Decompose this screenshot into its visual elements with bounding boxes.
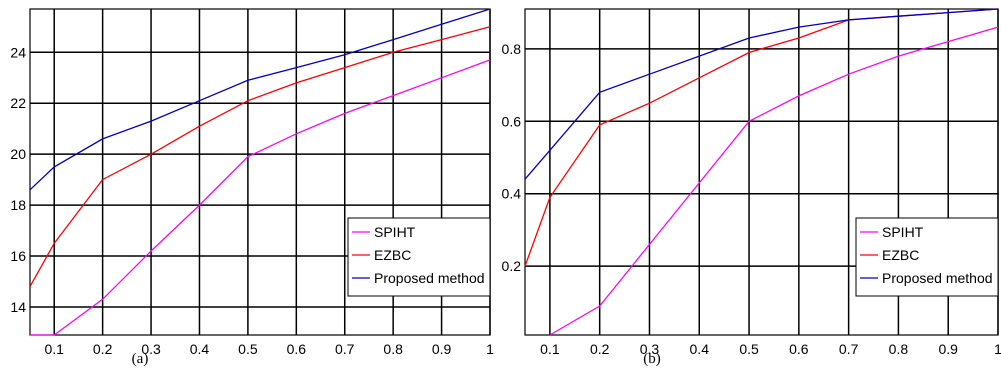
chart-a-ytick-20: 20 [10,146,26,162]
chart-a-axes-frame [29,8,491,336]
chart-b-xtick-1: 1 [994,341,1001,357]
chart-b-ytick-0.4: 0.4 [502,186,522,202]
chart-a-xtick-0.5: 0.5 [238,341,258,357]
chart-b-axes-frame [524,8,999,336]
chart-b-ytick-0.6: 0.6 [502,113,522,129]
chart-b-legend-box [855,217,999,297]
chart-b-series-spiht [549,26,999,336]
chart-a-ytick-24: 24 [10,44,26,60]
chart-a-xtick-0.1: 0.1 [44,341,64,357]
chart-b-xtick-0.2: 0.2 [590,341,610,357]
chart-b-ytick-0.8: 0.8 [502,41,522,57]
chart-a: 0.1 0.2 0.3 0.4 0.5 0.6 0.7 0.8 0.9 1 14 16 18 20 22 24… [10,8,494,357]
chart-a-legend-label-0: SPIHT [374,224,416,240]
caption-b: (b) [643,351,661,367]
chart-a-xtick-0.6: 0.6 [287,341,307,357]
chart-b-legend-label-1: EZBC [882,247,919,263]
caption-a: (a) [132,351,149,367]
chart-a-legend-label-1: EZBC [374,247,411,263]
chart-a-xtick-0.8: 0.8 [383,341,403,357]
chart-b-xtick-0.1: 0.1 [540,341,560,357]
chart-b-xtick-0.7: 0.7 [839,341,859,357]
chart-b-xtick-0.6: 0.6 [789,341,809,357]
chart-b-xtick-0.8: 0.8 [889,341,909,357]
chart-a-xtick-0.9: 0.9 [432,341,452,357]
chart-b-xtick-0.9: 0.9 [938,341,958,357]
chart-b-xtick-0.4: 0.4 [690,341,710,357]
chart-b-series-proposed-method [524,8,999,180]
chart-b-ytick-0.2: 0.2 [502,258,522,274]
chart-a-legend-box [347,217,491,297]
chart-a-xtick-0.7: 0.7 [335,341,355,357]
chart-b: 0.1 0.2 0.3 0.4 0.5 0.6 0.7 0.8 0.9 1 0.2 0.4 0.6 0.8… [502,8,1001,357]
chart-a-xtick-0.4: 0.4 [190,341,210,357]
chart-a-xtick-0.2: 0.2 [93,341,113,357]
chart-a-ytick-18: 18 [10,197,26,213]
chart-a-series-ezbc [29,26,491,287]
chart-a-series-proposed-method [29,8,491,191]
chart-a-series-spiht [30,59,491,336]
chart-a-ytick-22: 22 [10,95,26,111]
chart-a-xtick-1: 1 [486,341,494,357]
chart-a-legend-label-2: Proposed method [374,270,485,286]
chart-a-ytick-14: 14 [10,299,26,315]
chart-b-legend-label-2: Proposed method [882,270,993,286]
chart-b-xtick-0.3: 0.3 [640,341,660,357]
chart-a-xtick-0.3: 0.3 [141,341,161,357]
chart-a-ytick-16: 16 [10,248,26,264]
chart-b-legend-label-0: SPIHT [882,224,924,240]
chart-b-xtick-0.5: 0.5 [739,341,759,357]
